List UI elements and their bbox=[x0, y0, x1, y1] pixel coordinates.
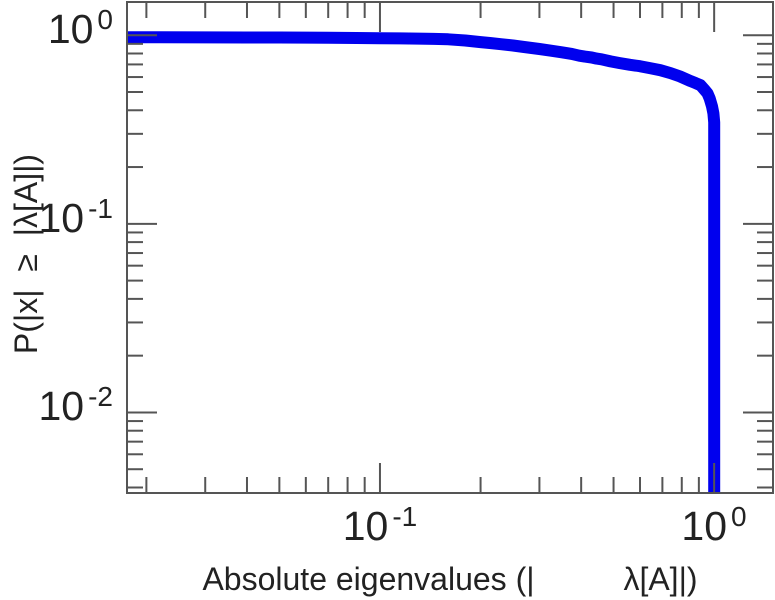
plot-frame bbox=[126, 1, 774, 494]
y-axis-label: P(|x| ≥ |λ[A]|) bbox=[8, 153, 44, 355]
ticks-layer bbox=[127, 2, 773, 493]
ccdf-curve bbox=[127, 31, 721, 493]
series-layer bbox=[127, 31, 721, 493]
x-tick-label: 10 -1 bbox=[342, 501, 418, 549]
x-tick-label: 10 0 bbox=[681, 501, 747, 549]
y-tick-label: 10 0 bbox=[47, 4, 113, 52]
tick-base: 10 bbox=[38, 195, 85, 241]
tick-base: 10 bbox=[47, 6, 94, 52]
y-tick-label: 10 -1 bbox=[38, 193, 113, 241]
x-axis-label: Absolute eigenvalues (| λ[A]|) bbox=[202, 561, 698, 597]
tick-exponent: -2 bbox=[88, 381, 113, 412]
tick-exponent: 0 bbox=[97, 4, 113, 35]
y-tick-label: 10 -2 bbox=[38, 381, 113, 429]
tick-exponent: 0 bbox=[731, 501, 747, 532]
tick-base: 10 bbox=[681, 503, 728, 549]
tick-exponent: -1 bbox=[392, 501, 418, 532]
tick-base: 10 bbox=[342, 503, 389, 549]
tick-exponent: -1 bbox=[88, 193, 113, 224]
tick-base: 10 bbox=[38, 383, 85, 429]
